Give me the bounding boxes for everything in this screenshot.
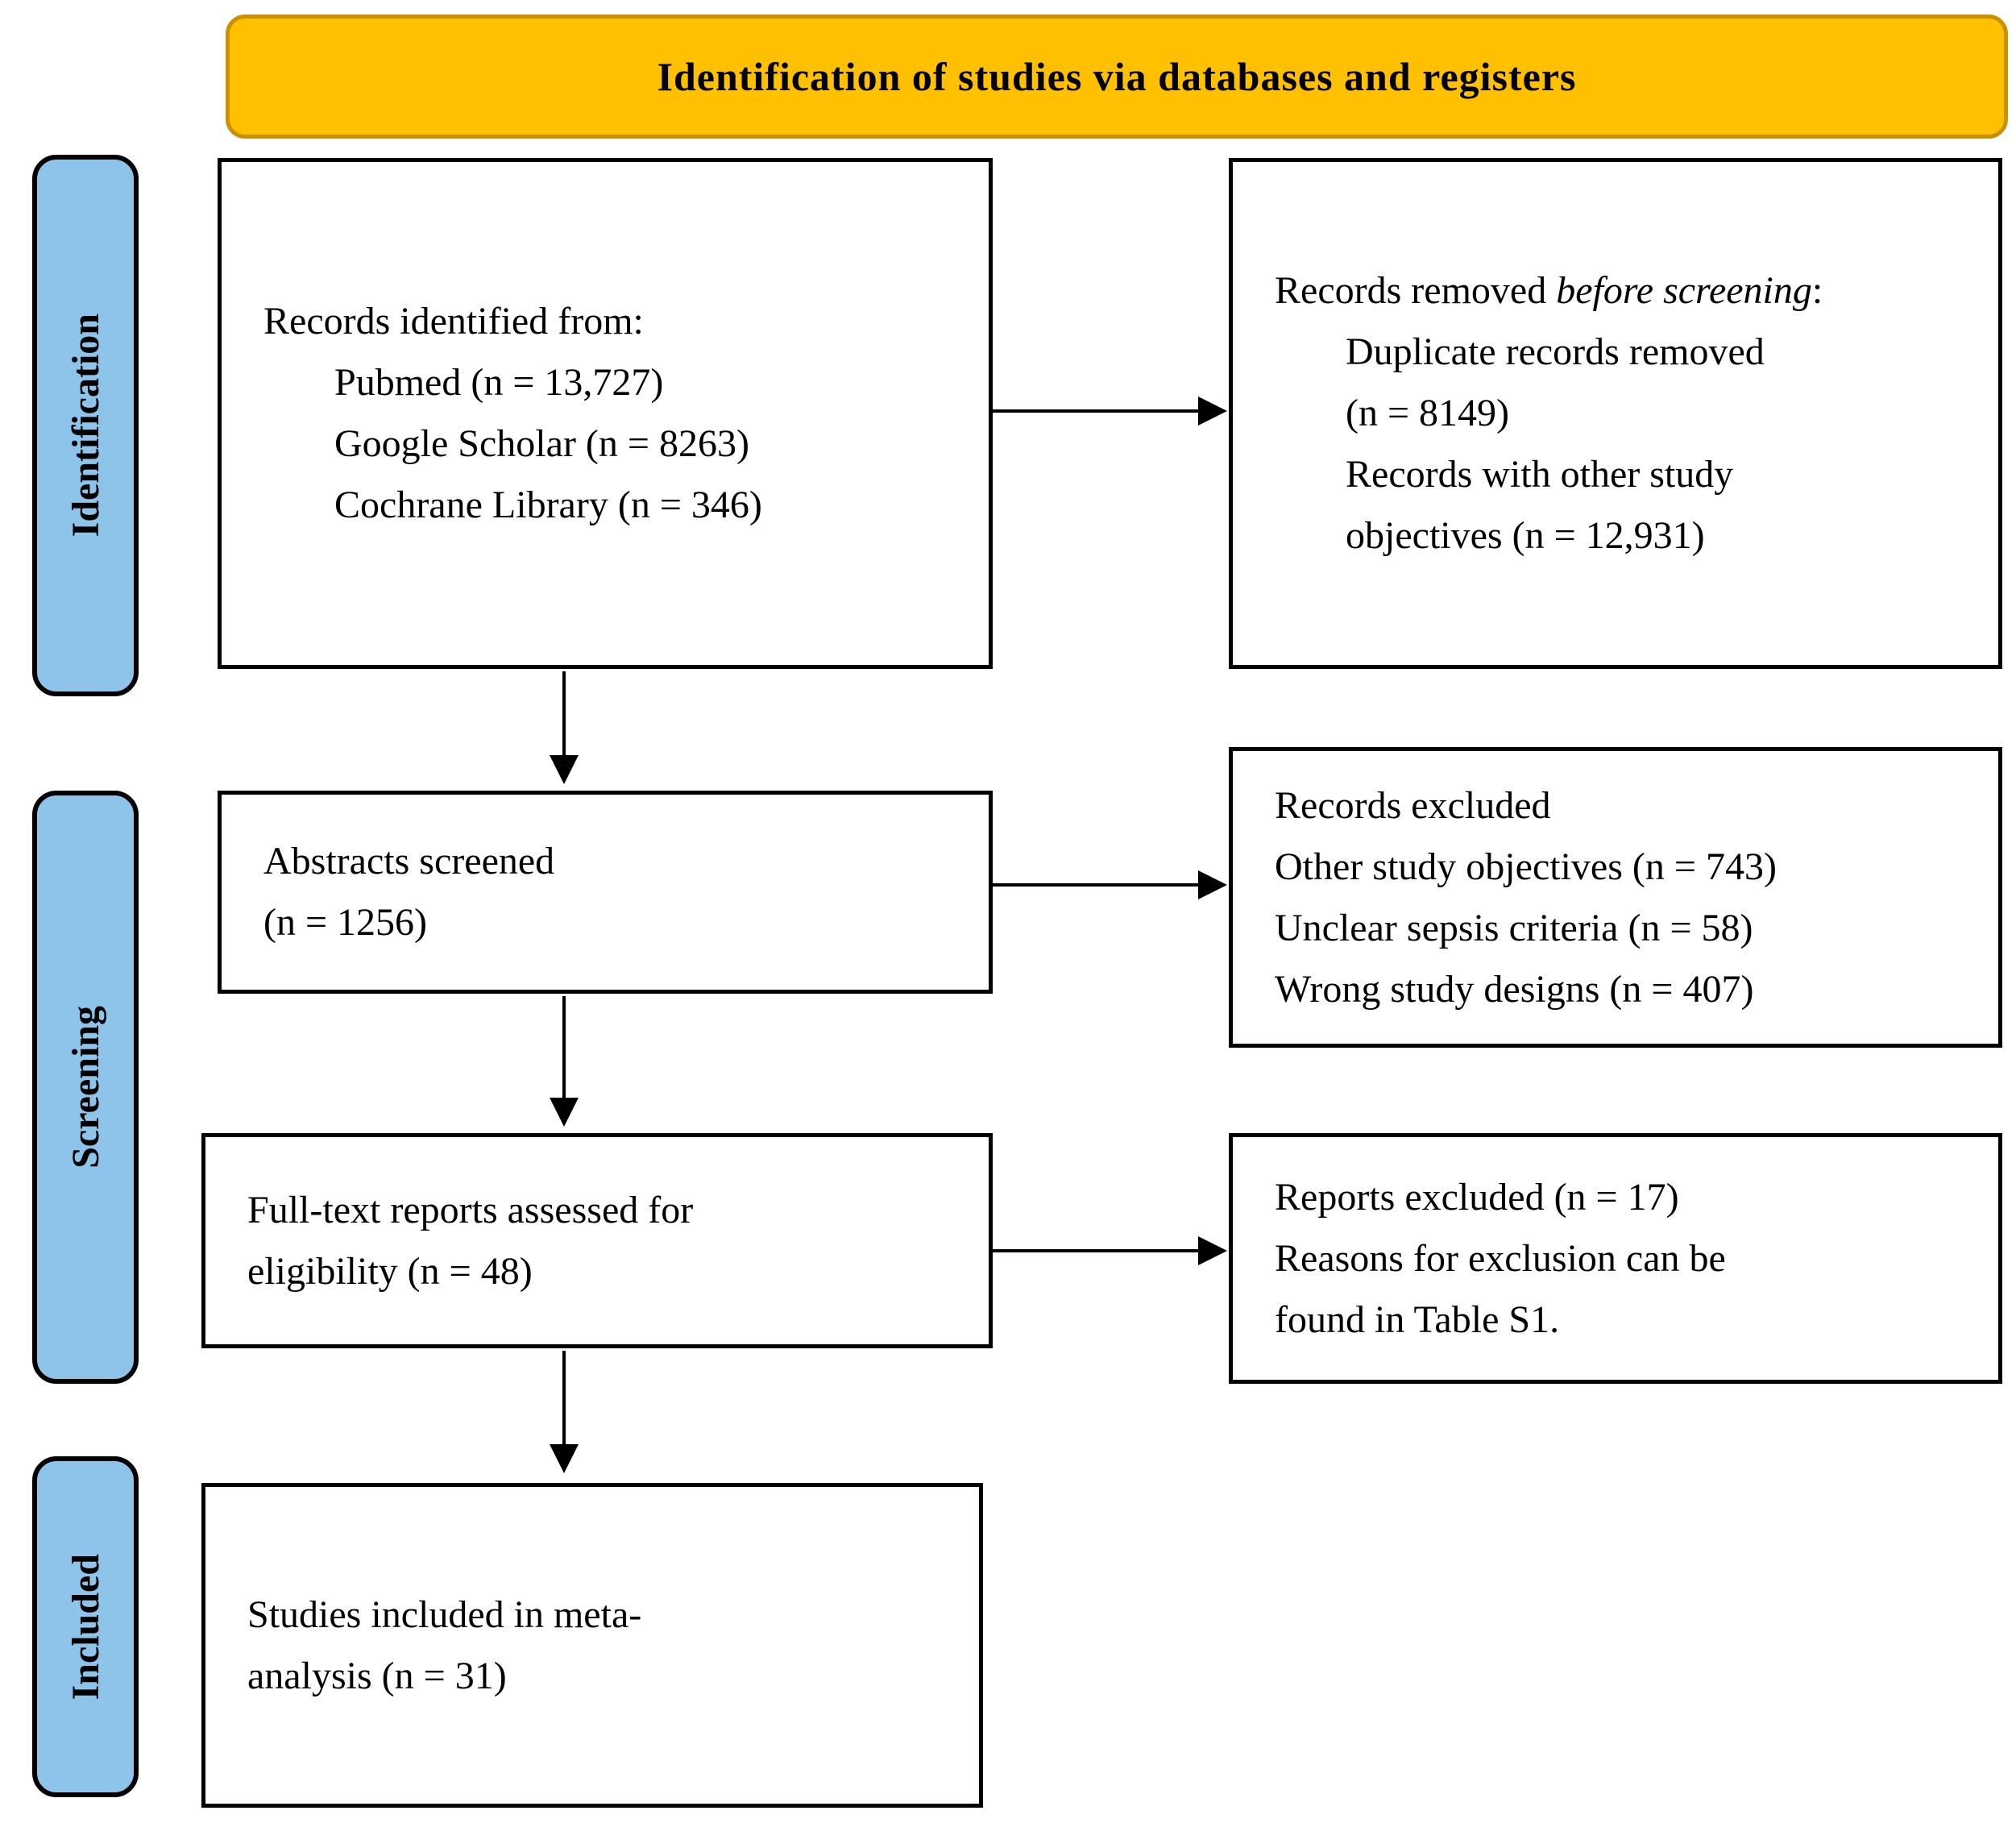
reports-excluded-line: found in Table S1.	[1275, 1298, 1560, 1341]
records-removed-title-suffix: :	[1811, 269, 1823, 312]
stage-label-identification: Identification	[32, 155, 139, 696]
header-title: Identification of studies via databases …	[657, 54, 1577, 99]
records-excluded-line: Unclear sepsis criteria (n = 58)	[1275, 906, 1753, 949]
records-identified-line: Pubmed (n = 13,727)	[334, 361, 664, 404]
stage-label-identification-text: Identification	[64, 314, 107, 538]
abstracts-screened-line: Abstracts screened	[263, 840, 555, 882]
box-studies-included: Studies included in meta- analysis (n = …	[201, 1483, 983, 1808]
records-identified-line: Records identified from:	[263, 300, 644, 343]
records-removed-line: objectives (n = 12,931)	[1346, 514, 1705, 557]
studies-included-line: Studies included in meta-	[247, 1593, 642, 1636]
records-removed-title: Records removed before screening:	[1275, 260, 1974, 322]
records-identified-line: Cochrane Library (n = 346)	[334, 484, 762, 526]
records-excluded-line: Wrong study designs (n = 407)	[1275, 967, 1754, 1011]
box-fulltext-assessed: Full-text reports assessed for eligibili…	[201, 1133, 993, 1348]
header-banner: Identification of studies via databases …	[226, 15, 2008, 139]
reports-excluded-line: Reasons for exclusion can be	[1275, 1236, 1726, 1280]
box-abstracts-screened: Abstracts screened (n = 1256)	[218, 791, 993, 994]
records-removed-title-italic: before screening	[1556, 269, 1812, 312]
box-reports-excluded: Reports excluded (n = 17) Reasons for ex…	[1229, 1133, 2002, 1384]
box-records-removed: Records removed before screening: Duplic…	[1229, 158, 2002, 669]
fulltext-assessed-line: eligibility (n = 48)	[247, 1249, 533, 1293]
box-records-identified: Records identified from: Pubmed (n = 13,…	[218, 158, 993, 669]
box-records-excluded: Records excluded Other study objectives …	[1229, 747, 2002, 1048]
stage-label-screening: Screening	[32, 791, 139, 1384]
records-removed-line: Records with other study	[1346, 453, 1734, 496]
stage-label-included: Included	[32, 1456, 139, 1797]
records-removed-line: Duplicate records removed	[1346, 330, 1765, 373]
records-excluded-line: Other study objectives (n = 743)	[1275, 845, 1777, 888]
stage-label-included-text: Included	[64, 1553, 107, 1700]
studies-included-line: analysis (n = 31)	[247, 1654, 507, 1697]
stage-label-screening-text: Screening	[64, 1006, 107, 1169]
records-removed-title-prefix: Records removed	[1275, 269, 1557, 312]
reports-excluded-line: Reports excluded (n = 17)	[1275, 1175, 1679, 1219]
fulltext-assessed-line: Full-text reports assessed for	[247, 1188, 694, 1231]
records-excluded-line: Records excluded	[1275, 783, 1551, 827]
records-removed-line: (n = 8149)	[1346, 392, 1510, 434]
records-identified-line: Google Scholar (n = 8263)	[334, 422, 749, 465]
abstracts-screened-line: (n = 1256)	[263, 901, 428, 944]
